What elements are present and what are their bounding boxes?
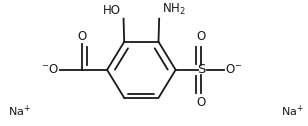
Text: NH$_2$: NH$_2$ xyxy=(162,2,186,17)
Text: O: O xyxy=(77,30,86,43)
Text: O: O xyxy=(197,96,206,109)
Text: Na$^{+}$: Na$^{+}$ xyxy=(281,104,303,119)
Text: S: S xyxy=(197,63,205,76)
Text: O$^{-}$: O$^{-}$ xyxy=(225,63,242,76)
Text: $^{-}$O: $^{-}$O xyxy=(41,63,59,76)
Text: HO: HO xyxy=(103,4,120,17)
Text: Na$^{+}$: Na$^{+}$ xyxy=(8,104,31,119)
Text: O: O xyxy=(197,30,206,43)
